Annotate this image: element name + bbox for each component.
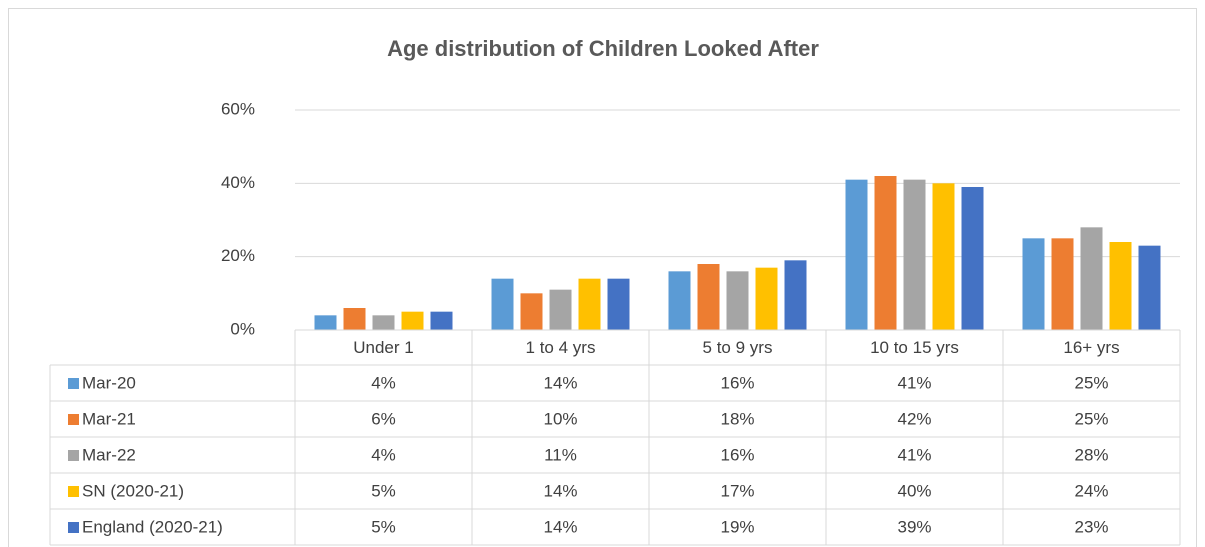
bar — [520, 293, 543, 330]
data-label: 4% — [371, 445, 396, 464]
data-label: 5% — [371, 517, 396, 536]
bar — [607, 278, 630, 330]
data-label: 16% — [720, 373, 754, 392]
bar — [343, 308, 366, 330]
bar — [845, 179, 868, 330]
bar — [668, 271, 691, 330]
data-label: 42% — [897, 409, 931, 428]
y-tick-label: 60% — [221, 99, 255, 118]
x-tick-label: 10 to 15 yrs — [870, 338, 959, 357]
bar — [903, 179, 926, 330]
data-label: 28% — [1074, 445, 1108, 464]
chart-border — [8, 8, 1197, 547]
bar — [932, 183, 955, 330]
data-label: 10% — [543, 409, 577, 428]
bar — [491, 278, 514, 330]
bar — [430, 311, 453, 330]
bar — [726, 271, 749, 330]
bar — [874, 176, 897, 330]
data-label: 6% — [371, 409, 396, 428]
legend-label: Mar-22 — [82, 445, 136, 464]
legend-key — [68, 522, 79, 533]
data-label: 19% — [720, 517, 754, 536]
data-label: 14% — [543, 517, 577, 536]
y-tick-label: 40% — [221, 173, 255, 192]
legend-label: England (2020-21) — [82, 517, 223, 536]
bar — [578, 278, 601, 330]
data-label: 11% — [544, 445, 577, 464]
legend-label: Mar-21 — [82, 409, 136, 428]
data-label: 5% — [371, 481, 396, 500]
bar — [755, 267, 778, 330]
bar — [1138, 245, 1161, 330]
bar — [1080, 227, 1103, 330]
x-tick-label: 16+ yrs — [1063, 338, 1119, 357]
y-tick-label: 0% — [230, 319, 255, 338]
data-label: 17% — [720, 481, 754, 500]
x-tick-label: 1 to 4 yrs — [526, 338, 596, 357]
data-label: 25% — [1074, 409, 1108, 428]
bar — [549, 289, 572, 330]
data-label: 41% — [897, 445, 931, 464]
data-label: 14% — [543, 481, 577, 500]
data-label: 25% — [1074, 373, 1108, 392]
data-label: 4% — [371, 373, 396, 392]
bar — [1051, 238, 1074, 330]
bar — [401, 311, 424, 330]
x-tick-label: Under 1 — [353, 338, 413, 357]
x-tick-label: 5 to 9 yrs — [703, 338, 773, 357]
legend-label: Mar-20 — [82, 373, 136, 392]
data-label: 40% — [897, 481, 931, 500]
y-tick-label: 20% — [221, 246, 255, 265]
bar — [784, 260, 807, 330]
bar — [314, 315, 337, 330]
legend-key — [68, 378, 79, 389]
bar — [372, 315, 395, 330]
bar — [1022, 238, 1045, 330]
legend-key — [68, 450, 79, 461]
data-label: 18% — [720, 409, 754, 428]
bar — [961, 187, 984, 330]
legend-key — [68, 486, 79, 497]
data-label: 23% — [1074, 517, 1108, 536]
data-label: 39% — [897, 517, 931, 536]
data-label: 24% — [1074, 481, 1108, 500]
data-label: 14% — [543, 373, 577, 392]
bar — [1109, 242, 1132, 330]
chart-title: Age distribution of Children Looked Afte… — [387, 36, 819, 61]
legend-key — [68, 414, 79, 425]
bar — [697, 264, 720, 330]
data-label: 16% — [720, 445, 754, 464]
legend-label: SN (2020-21) — [82, 481, 184, 500]
data-label: 41% — [897, 373, 931, 392]
